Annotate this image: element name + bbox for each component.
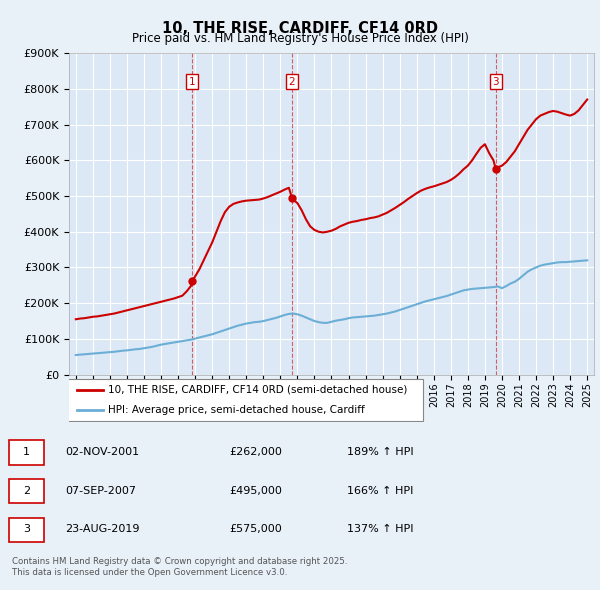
- Text: 3: 3: [493, 77, 499, 87]
- Text: 189% ↑ HPI: 189% ↑ HPI: [347, 447, 413, 457]
- Text: £575,000: £575,000: [229, 525, 282, 535]
- Text: £262,000: £262,000: [229, 447, 283, 457]
- Text: 23-AUG-2019: 23-AUG-2019: [65, 525, 139, 535]
- Text: HPI: Average price, semi-detached house, Cardiff: HPI: Average price, semi-detached house,…: [109, 405, 365, 415]
- FancyBboxPatch shape: [9, 518, 44, 542]
- Text: 02-NOV-2001: 02-NOV-2001: [65, 447, 139, 457]
- Text: 137% ↑ HPI: 137% ↑ HPI: [347, 525, 413, 535]
- FancyBboxPatch shape: [9, 479, 44, 503]
- Text: £495,000: £495,000: [229, 486, 283, 496]
- Text: 166% ↑ HPI: 166% ↑ HPI: [347, 486, 413, 496]
- Text: 10, THE RISE, CARDIFF, CF14 0RD: 10, THE RISE, CARDIFF, CF14 0RD: [162, 21, 438, 35]
- Text: Price paid vs. HM Land Registry's House Price Index (HPI): Price paid vs. HM Land Registry's House …: [131, 32, 469, 45]
- Text: 1: 1: [23, 447, 30, 457]
- FancyBboxPatch shape: [9, 441, 44, 465]
- Text: 2: 2: [289, 77, 295, 87]
- Text: Contains HM Land Registry data © Crown copyright and database right 2025.
This d: Contains HM Land Registry data © Crown c…: [12, 558, 347, 577]
- Text: 10, THE RISE, CARDIFF, CF14 0RD (semi-detached house): 10, THE RISE, CARDIFF, CF14 0RD (semi-de…: [109, 385, 408, 395]
- Text: 2: 2: [23, 486, 30, 496]
- Text: 07-SEP-2007: 07-SEP-2007: [65, 486, 136, 496]
- FancyBboxPatch shape: [67, 379, 424, 421]
- Text: 1: 1: [189, 77, 196, 87]
- Text: 3: 3: [23, 525, 30, 535]
